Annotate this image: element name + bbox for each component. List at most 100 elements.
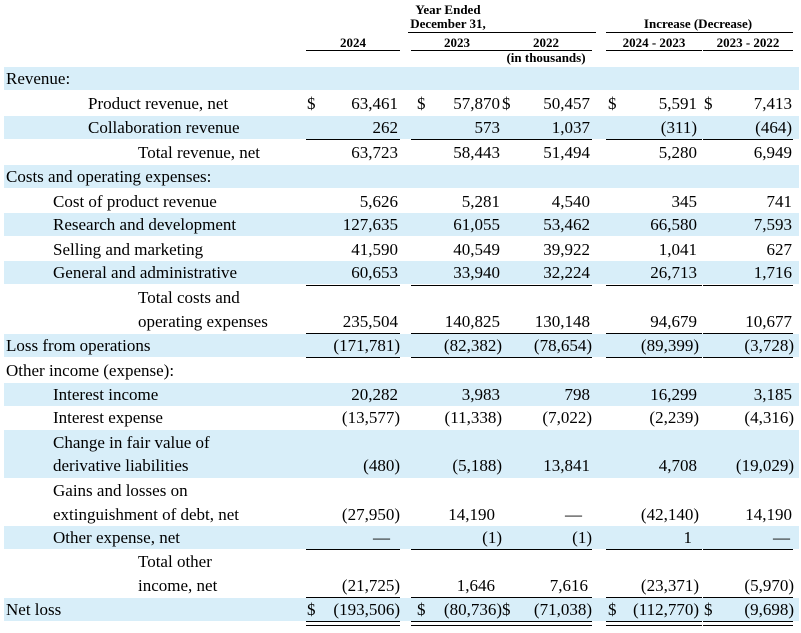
subtotal-rule (411, 357, 501, 358)
total-double-rule (500, 621, 592, 626)
subtotal-rule (500, 333, 592, 334)
cell-value: 51,494 (543, 143, 590, 162)
band-other-exp (4, 526, 799, 549)
col-2022: 2022 (533, 35, 559, 50)
cell-value: (5,188) (452, 456, 502, 475)
header-year-ended: Year Ended (415, 2, 481, 17)
cell-value: 262 (372, 118, 399, 137)
subtotal-rule (606, 549, 702, 550)
cell-value: 345 (671, 192, 698, 211)
cell-value: (9,698) (744, 600, 794, 619)
subtotal-rule (306, 597, 400, 598)
cell-value: 26,713 (650, 263, 697, 282)
cell-value: (480) (363, 456, 400, 475)
label-fv-2: derivative liabilities (53, 456, 189, 475)
col-2023-2022: 2023 - 2022 (716, 35, 780, 50)
cell-value: (112,770) (633, 600, 699, 619)
cell-value: (3,728) (744, 336, 794, 355)
cell-value: (11,338) (444, 408, 502, 427)
subtotal-rule (306, 549, 400, 550)
cell-value: 16,299 (650, 385, 697, 404)
dollar-sign: $ (704, 94, 713, 113)
cell-value: (71,038) (533, 600, 592, 619)
subtotal-rule (306, 333, 400, 334)
subtotal-rule (703, 139, 793, 140)
cell-value: (27,950) (341, 505, 400, 524)
cell-value: 1,037 (551, 118, 590, 137)
band-interest-income (4, 383, 799, 406)
label-ga: General and administrative (53, 263, 238, 282)
subtotal-rule (606, 597, 702, 598)
cell-value: (311) (660, 118, 697, 137)
col-2023-rule (411, 50, 501, 51)
cell-value: 66,580 (650, 215, 697, 234)
label-revenue: Revenue: (6, 69, 71, 88)
label-gains-2: extinguishment of debt, net (53, 505, 240, 524)
cell-value: 6,949 (753, 143, 792, 162)
cell-value: 5,281 (461, 192, 500, 211)
cell-value: 798 (564, 385, 591, 404)
cell-value: 4,540 (551, 192, 590, 211)
cell-value: 627 (766, 240, 793, 259)
subtotal-rule (306, 357, 400, 358)
band-lossops (4, 334, 799, 357)
dollar-sign: $ (608, 600, 617, 619)
subtotal-rule (500, 285, 592, 286)
header-december-31: December 31, (410, 16, 486, 31)
col-2024-rule (306, 50, 400, 51)
dollar-sign: $ (704, 600, 713, 619)
cell-value: 63,461 (351, 94, 398, 113)
in-thousands-note: (in thousands) (506, 50, 586, 65)
label-product-revenue: Product revenue, net (88, 94, 229, 113)
label-selling: Selling and marketing (53, 240, 204, 259)
cell-value: — (565, 505, 582, 524)
cell-value: 1,041 (658, 240, 697, 259)
dollar-sign: $ (502, 600, 511, 619)
dollar-sign: $ (417, 600, 426, 619)
subtotal-rule (703, 549, 793, 550)
cell-value: 1,716 (753, 263, 792, 282)
cell-value: (193,506) (333, 600, 400, 619)
subtotal-rule (500, 549, 592, 550)
dollar-sign: $ (502, 94, 511, 113)
cell-value: (171,781) (333, 336, 400, 355)
label-total-costs-2: operating expenses (138, 312, 268, 331)
band-costs (4, 165, 799, 188)
cell-value: (78,654) (533, 336, 592, 355)
col-2022-rule (500, 50, 592, 51)
label-interest-income: Interest income (53, 385, 159, 404)
col-2024-2023-rule (606, 50, 702, 51)
cell-value: 5,626 (359, 192, 398, 211)
cell-value: 5,280 (658, 143, 697, 162)
subtotal-rule (606, 333, 702, 334)
cell-value: (42,140) (640, 505, 699, 524)
cell-value: — (373, 528, 390, 547)
subtotal-rule (606, 357, 702, 358)
cell-value: 61,055 (453, 215, 500, 234)
cell-value: 94,679 (650, 312, 697, 331)
cell-value: (13,577) (341, 408, 400, 427)
subtotal-rule (306, 139, 400, 140)
cell-value: 58,443 (453, 143, 500, 162)
cell-value: 7,616 (549, 576, 588, 595)
dollar-sign: $ (307, 94, 316, 113)
subtotal-rule (411, 597, 501, 598)
subtotal-rule (411, 285, 501, 286)
label-net-loss: Net loss (6, 600, 62, 619)
cell-value: — (773, 528, 790, 547)
cell-value: (82,382) (443, 336, 502, 355)
cell-value: (1) (482, 528, 502, 547)
cell-value: 3,185 (753, 385, 792, 404)
cell-value: 63,723 (351, 143, 398, 162)
label-rnd: Research and development (53, 215, 237, 234)
cell-value: 3,983 (461, 385, 500, 404)
cell-value: 50,457 (543, 94, 590, 113)
cell-value: 5,591 (658, 94, 697, 113)
subtotal-rule (411, 139, 501, 140)
cell-value: 20,282 (351, 385, 398, 404)
label-other-expense: Other expense, net (53, 528, 180, 547)
header-increase-rule (606, 32, 793, 33)
cell-value: 60,653 (351, 263, 398, 282)
band-ga (4, 261, 799, 284)
label-total-revenue: Total revenue, net (138, 143, 261, 162)
